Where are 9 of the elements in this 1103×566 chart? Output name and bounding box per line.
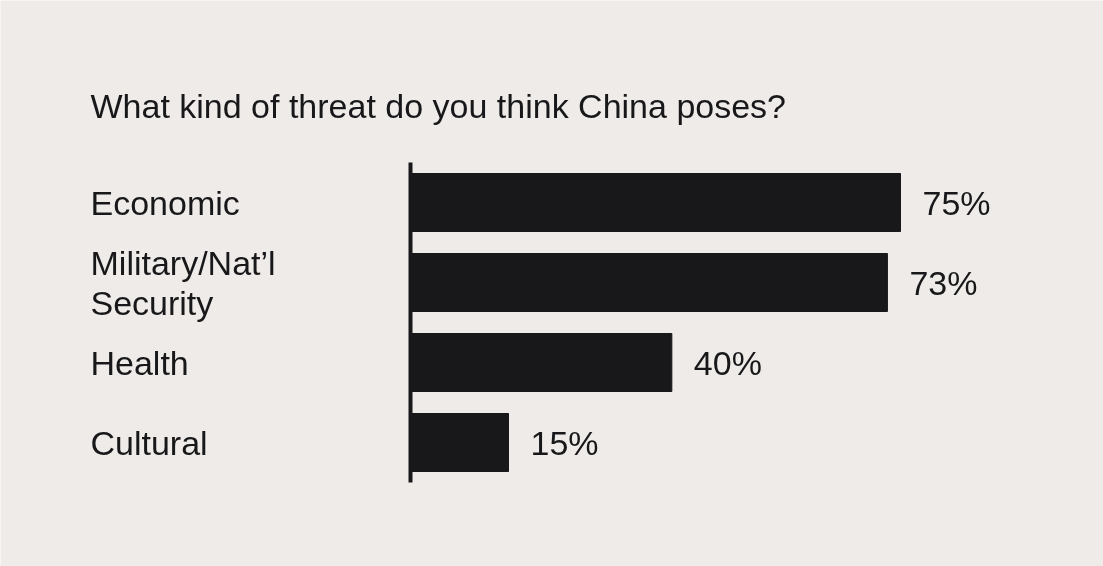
chart-title: What kind of threat do you think China poses? [90, 86, 787, 125]
y-tick-label: Military/Nat’l Security [90, 243, 276, 322]
data-label: 73% [909, 263, 978, 302]
data-label: 15% [530, 423, 599, 462]
y-tick-label: Cultural [90, 423, 208, 462]
data-label: 40% [693, 343, 762, 382]
y-tick-label: Health [90, 343, 189, 382]
y-tick-label: Economic [90, 183, 240, 222]
data-label: 75% [922, 183, 991, 222]
